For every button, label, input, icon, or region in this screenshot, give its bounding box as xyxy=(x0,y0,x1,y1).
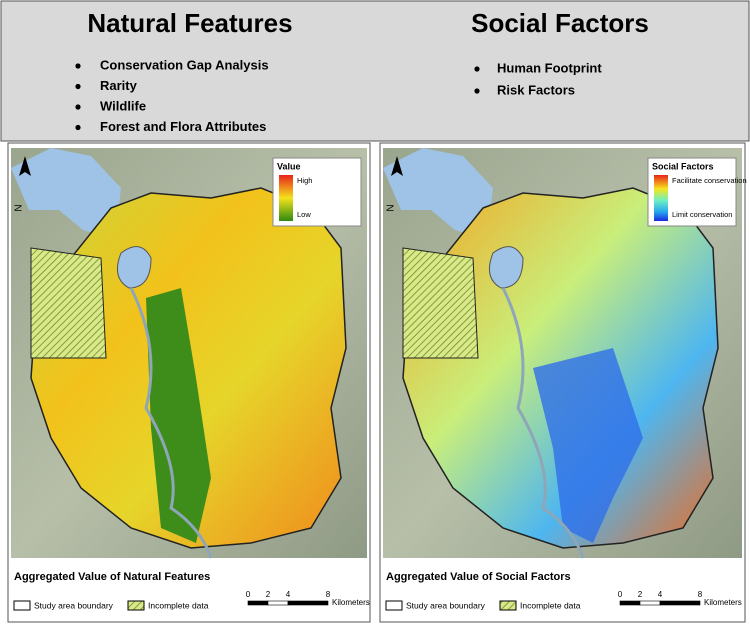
north-label: N xyxy=(14,204,25,211)
incomplete-swatch xyxy=(499,600,517,611)
scale-segment xyxy=(287,600,329,606)
scale-label: 0 xyxy=(246,590,251,599)
bullet-item: Rarity xyxy=(100,78,138,93)
boundary-label: Study area boundary xyxy=(406,600,486,610)
scale-segment xyxy=(247,600,269,606)
scale-label: 4 xyxy=(658,590,663,599)
scale-segment xyxy=(639,600,661,606)
section-title: Social Factors xyxy=(471,8,649,38)
header-box xyxy=(0,0,750,142)
bullet xyxy=(75,104,81,110)
map-caption: Aggregated Value of Social Factors xyxy=(386,571,571,583)
incomplete-area xyxy=(402,247,479,359)
bullet xyxy=(75,83,81,90)
bullet-item: Conservation Gap Analysis xyxy=(100,57,269,72)
limit-zone xyxy=(533,348,643,543)
scale-label: 4 xyxy=(286,590,291,599)
map: N Social Factors Facilitate conservation Li… xyxy=(383,148,747,559)
legend-low: Low xyxy=(297,210,311,219)
scale-segment xyxy=(619,600,641,606)
map-caption: Aggregated Value of Natural Features xyxy=(14,571,210,583)
legend-low: Limit conservation xyxy=(672,210,732,219)
legend-ramp xyxy=(279,175,293,221)
incomplete-area xyxy=(30,247,107,359)
river xyxy=(129,287,213,559)
legend-high: Facilitate conservation xyxy=(672,176,747,185)
scale-label: 2 xyxy=(266,590,271,599)
bullet-item: Wildlife xyxy=(100,98,146,113)
north-label: N xyxy=(386,204,397,211)
forest-band xyxy=(146,288,211,543)
bullet xyxy=(474,88,480,94)
bullet xyxy=(474,66,480,72)
lake-inner xyxy=(488,246,524,289)
north-arrow xyxy=(19,156,31,176)
scale-segment xyxy=(659,600,701,606)
legend-title: Social Factors xyxy=(652,161,714,171)
boundary-label: Study area boundary xyxy=(34,600,114,610)
incomplete-label: Incomplete data xyxy=(148,600,209,610)
bullet-item: Human Footprint xyxy=(497,60,602,75)
legend-title: Value xyxy=(277,161,301,171)
scale-label: 8 xyxy=(326,590,331,599)
lake-inner xyxy=(116,246,152,289)
legend-ramp xyxy=(654,175,668,221)
bullet xyxy=(75,124,81,131)
river xyxy=(501,287,585,559)
scale-label: 0 xyxy=(618,590,623,599)
incomplete-swatch xyxy=(127,600,145,611)
boundary-swatch xyxy=(385,600,403,611)
incomplete-label: Incomplete data xyxy=(520,600,581,610)
scale-unit: Kilometers xyxy=(704,598,742,607)
scale-segment xyxy=(267,600,289,606)
lake xyxy=(383,148,493,240)
section-title: Natural Features xyxy=(87,8,292,38)
north-arrow xyxy=(391,156,403,176)
legend-high: High xyxy=(297,176,312,185)
bullet-item: Forest and Flora Attributes xyxy=(100,119,266,134)
map: N Value High Low xyxy=(11,148,367,559)
bullet-item: Risk Factors xyxy=(497,82,575,97)
bullet xyxy=(75,63,81,69)
scale-label: 8 xyxy=(698,590,703,599)
scale-label: 2 xyxy=(638,590,643,599)
boundary-swatch xyxy=(13,600,31,611)
scale-unit: Kilometers xyxy=(332,598,370,607)
lake xyxy=(11,148,121,240)
